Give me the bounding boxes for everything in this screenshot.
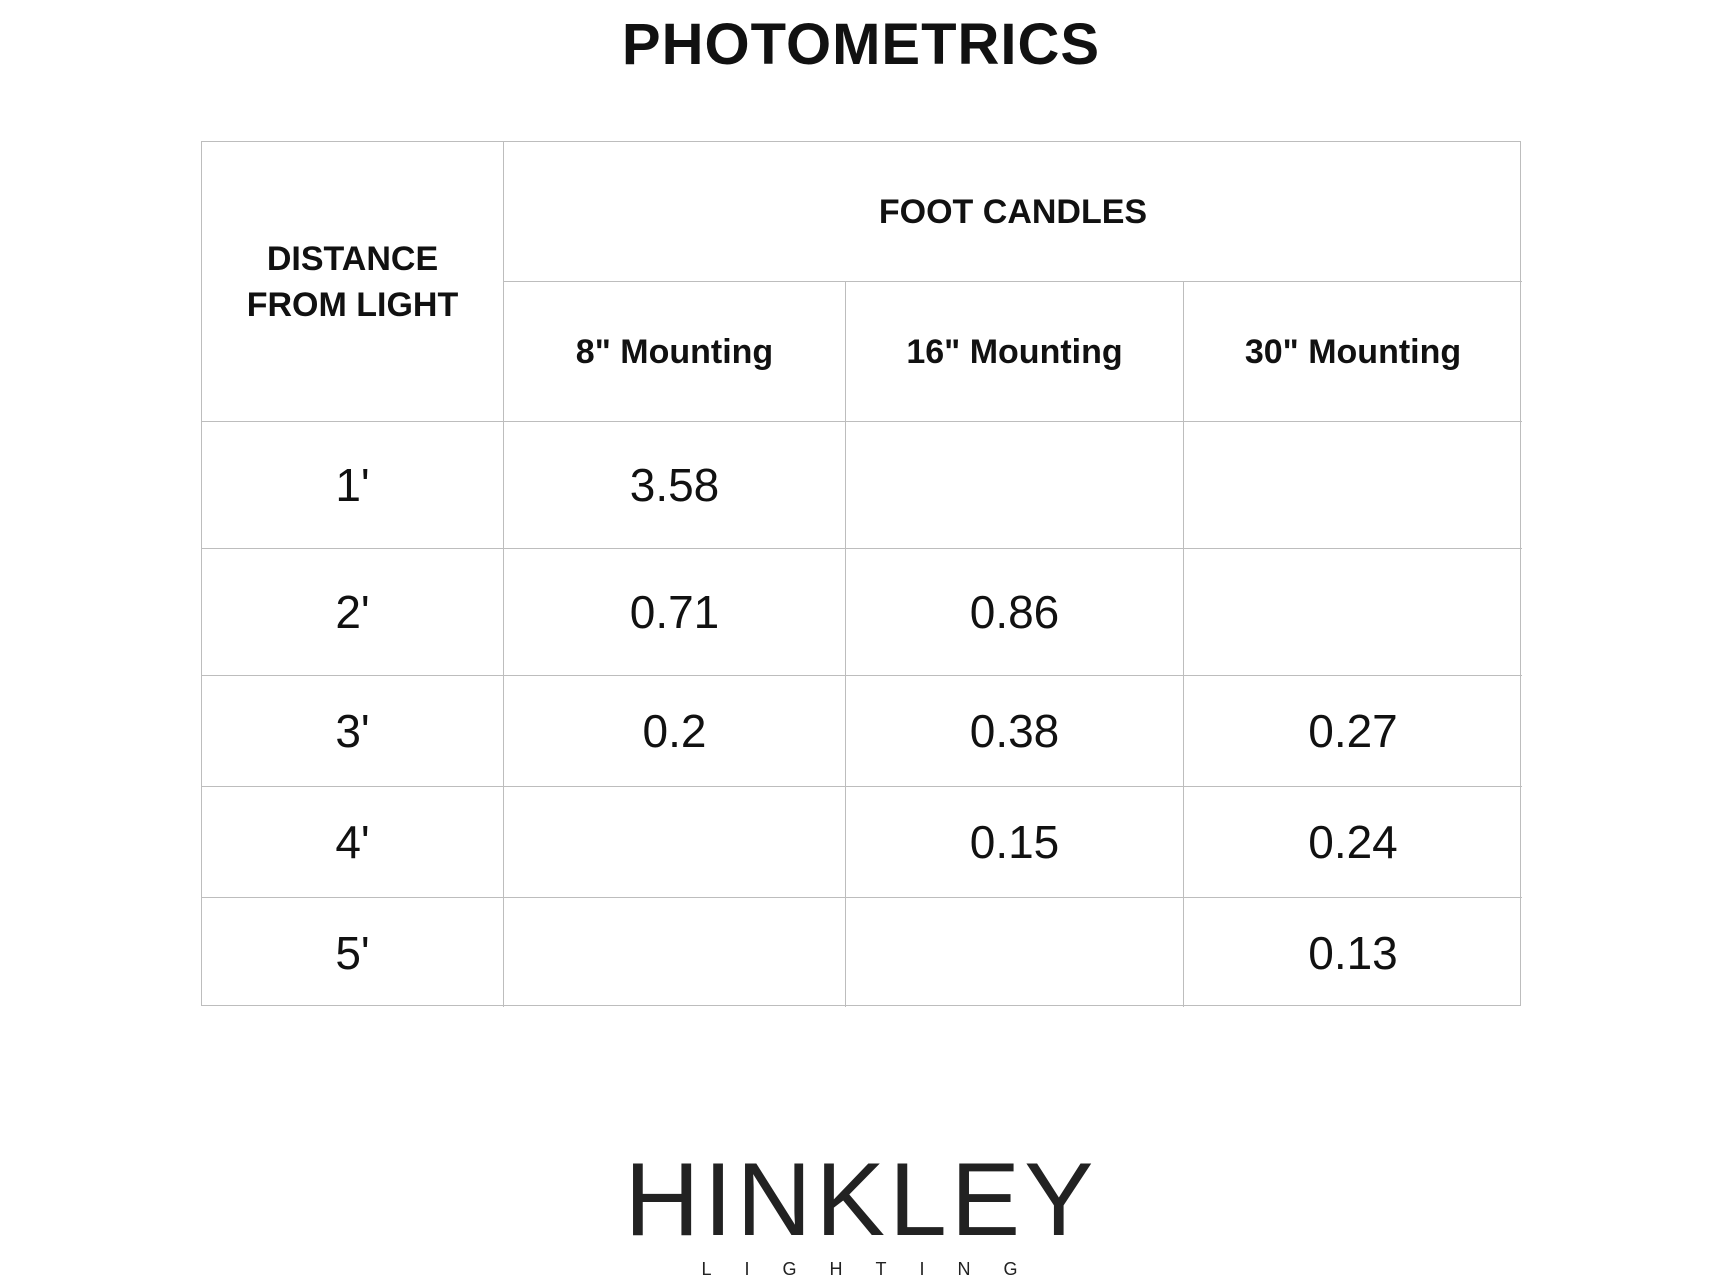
column-header: 16" Mounting <box>846 282 1184 422</box>
value-cell <box>846 898 1184 1007</box>
page-title: PHOTOMETRICS <box>621 12 1101 77</box>
value-cell <box>504 898 846 1007</box>
value-cell: 3.58 <box>504 422 846 549</box>
photometrics-table: DISTANCE FROM LIGHT FOOT CANDLES 8" Mounti… <box>201 141 1522 1007</box>
value-cell: 0.2 <box>504 676 846 787</box>
distance-cell: 1' <box>202 422 504 549</box>
value-cell: 0.15 <box>846 787 1184 898</box>
value-cell <box>504 787 846 898</box>
group-header-foot-candles: FOOT CANDLES <box>504 142 1522 282</box>
hinkley-logo-subtitle: LIGHTING <box>701 1259 1051 1279</box>
distance-cell: 4' <box>202 787 504 898</box>
distance-cell: 5' <box>202 898 504 1007</box>
value-cell: 0.71 <box>504 549 846 676</box>
distance-cell: 3' <box>202 676 504 787</box>
distance-cell: 2' <box>202 549 504 676</box>
column-header: 8" Mounting <box>504 282 846 422</box>
hinkley-logo: HINKLEY <box>624 1142 1098 1258</box>
value-cell: 0.38 <box>846 676 1184 787</box>
value-cell: 0.24 <box>1184 787 1522 898</box>
value-cell: 0.13 <box>1308 926 1398 979</box>
column-header: 30" Mounting <box>1184 282 1522 422</box>
value-cell <box>1184 549 1522 676</box>
row-header-distance: DISTANCE FROM LIGHT <box>202 142 504 422</box>
value-cell <box>846 422 1184 549</box>
value-cell: 0.27 <box>1184 676 1522 787</box>
value-cell: 0.86 <box>846 549 1184 676</box>
value-cell <box>1184 422 1522 549</box>
